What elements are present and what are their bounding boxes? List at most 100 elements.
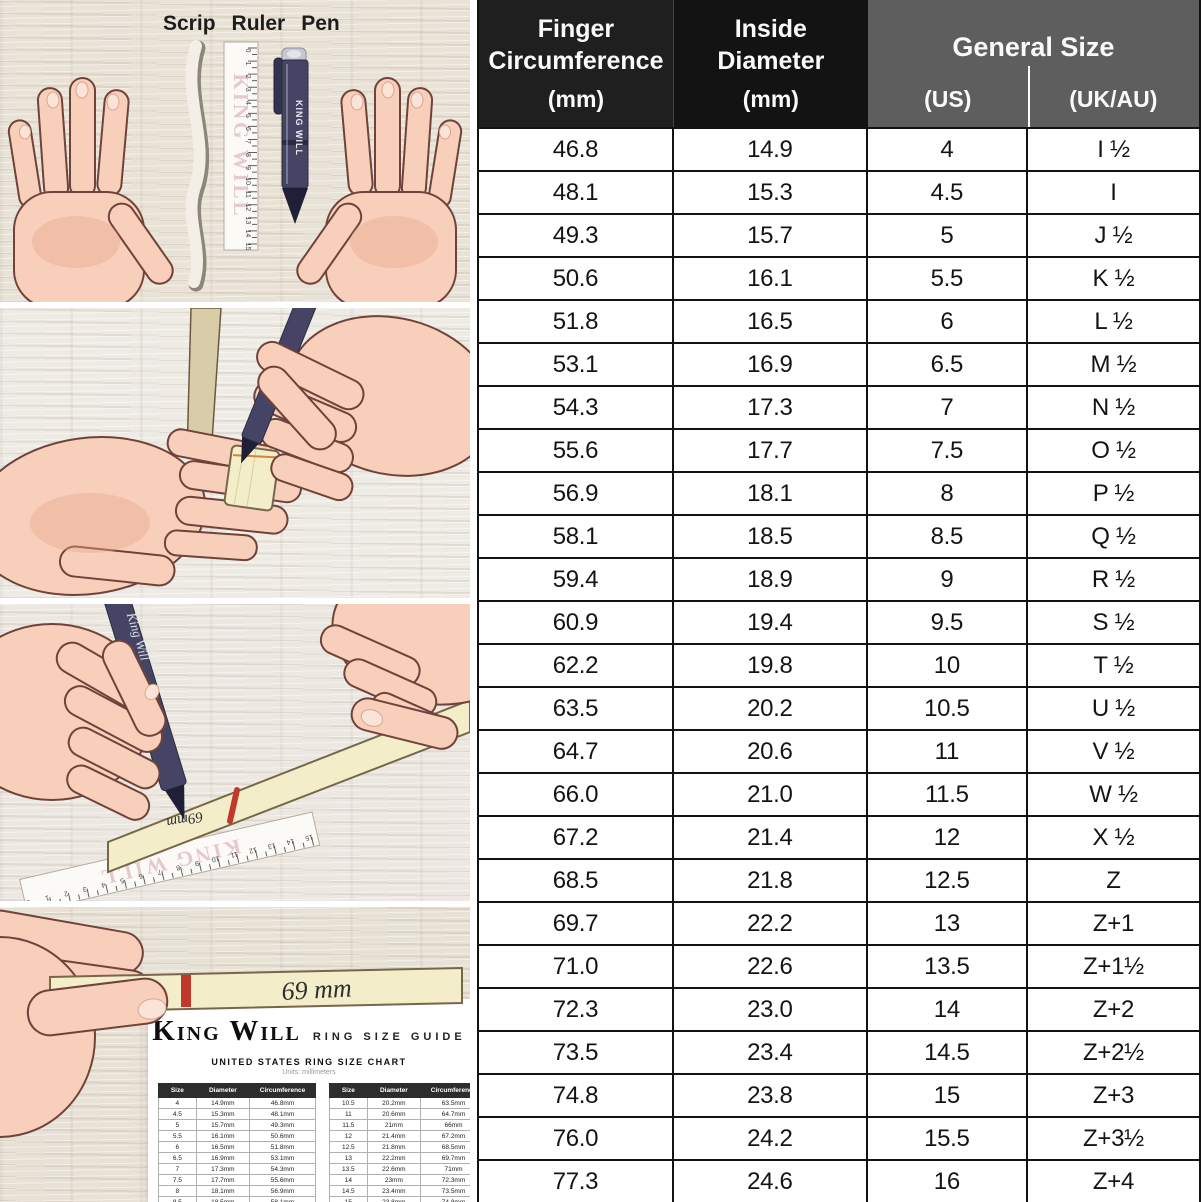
mini-row: 12.5 21.8mm 68.5mm (329, 1141, 470, 1153)
table-cell: Z+3½ (1083, 1124, 1144, 1152)
table-cell: 17.7 (674, 430, 868, 471)
ruler-number: 0 (244, 49, 251, 53)
table-cell: Z+2 (1092, 995, 1134, 1023)
table-cell: J ½ (1094, 221, 1133, 249)
label-scrip: Scrip (163, 12, 216, 35)
ruler-number: 12 (248, 845, 257, 854)
ruler-number: 2 (244, 75, 251, 79)
left-hand-illustration (7, 77, 174, 302)
ruler-number: 10 (244, 177, 251, 185)
strip-measurement-text: 69 mm (281, 973, 352, 1006)
panel-wrap-finger (0, 308, 470, 598)
table-cell: 5 (868, 215, 1028, 256)
table-cell: O ½ (1091, 436, 1136, 464)
table-cell: 18.1 (674, 473, 868, 514)
table-cell: 18.9 (674, 559, 868, 600)
table-cell: 12.5 (868, 860, 1028, 901)
table-row: 46.8 14.9 4 I ½ (479, 129, 1199, 172)
table-cell: 11 (868, 731, 1028, 772)
table-row: 64.7 20.6 11 V ½ (479, 731, 1199, 774)
table-row: 76.0 24.2 15.5 Z+3½ (479, 1118, 1199, 1161)
ruler-number: 13 (267, 841, 276, 850)
table-cell: 51.8 (479, 301, 674, 342)
table-cell: 17.3 (674, 387, 868, 428)
table-cell: Z+3 (1092, 1081, 1134, 1109)
table-cell: 13 (868, 903, 1028, 944)
table-cell: 8.5 (868, 516, 1028, 557)
table-row: 59.4 18.9 9 R ½ (479, 559, 1199, 602)
panel-result-card: King Will RING SIZE GUIDE UNITED STATES … (0, 907, 470, 1202)
card-subtitle: UNITED STATES RING SIZE CHART (211, 1057, 407, 1067)
table-cell: 63.5 (479, 688, 674, 729)
size-chart: Finger Circumference (mm) Inside Diamete… (477, 0, 1201, 1202)
table-cell: 7 (868, 387, 1028, 428)
table-cell: 7.5 (868, 430, 1028, 471)
ruler-number: 6 (138, 872, 143, 880)
ruler-number: 13 (244, 216, 251, 224)
table-cell: 55.6 (479, 430, 674, 471)
table-cell: Z+4 (1092, 1167, 1134, 1195)
table-row: 71.0 22.6 13.5 Z+1½ (479, 946, 1199, 989)
table-cell: 18.5 (674, 516, 868, 557)
panel-mark-strip: KING WILL 1514131211109876543210 69mm Ki… (0, 604, 470, 901)
pen-ring (282, 140, 308, 145)
table-cell: 14 (868, 989, 1028, 1030)
ruler-number: 7 (244, 140, 251, 144)
table-cell: 64.7 (479, 731, 674, 772)
table-row: 51.8 16.5 6 L ½ (479, 301, 1199, 344)
ruler-number: 2 (63, 889, 68, 897)
table-cell: 6.5 (868, 344, 1028, 385)
table-cell: 20.6 (674, 731, 868, 772)
table-cell: 71.0 (479, 946, 674, 987)
table-row: 54.3 17.3 7 N ½ (479, 387, 1199, 430)
ruler-number: 9 (244, 166, 251, 170)
panel-tools: Scrip Ruler Pen (0, 0, 470, 302)
table-cell: 21.4 (674, 817, 868, 858)
table-cell: X ½ (1092, 823, 1135, 851)
table-cell: 66.0 (479, 774, 674, 815)
table-cell: 10 (868, 645, 1028, 686)
ruler-number: 0 (26, 898, 31, 901)
table-cell: 16.9 (674, 344, 868, 385)
ruler-ticks (248, 47, 257, 245)
marking-hand-illustration (241, 308, 470, 502)
label-ruler: Ruler (231, 12, 286, 35)
table-row: 77.3 24.6 16 Z+4 (479, 1161, 1199, 1202)
table-cell: V ½ (1092, 737, 1135, 765)
header-inside-diameter: Inside Diameter (mm) (673, 0, 868, 127)
ruler-number: 12 (244, 203, 251, 211)
red-mark (227, 787, 240, 824)
table-cell: 20.2 (674, 688, 868, 729)
table-cell: 4 (868, 129, 1028, 170)
ruler-number: 11 (230, 850, 239, 858)
wrapped-band (223, 444, 281, 512)
table-cell: 11.5 (868, 774, 1028, 815)
mini-row: 4.5 15.3mm 48.1mm (158, 1108, 316, 1120)
table-cell: Q ½ (1091, 522, 1136, 550)
mini-row: 6.5 16.9mm 53.1mm (158, 1152, 316, 1164)
card-title: RING SIZE GUIDE (312, 1031, 466, 1043)
table-cell: 46.8 (479, 129, 674, 170)
ruler-number: 4 (244, 101, 251, 105)
table-cell: 68.5 (479, 860, 674, 901)
ruler-number: 11 (244, 191, 251, 198)
table-cell: 72.3 (479, 989, 674, 1030)
table-cell: 21.0 (674, 774, 868, 815)
table-row: 62.2 19.8 10 T ½ (479, 645, 1199, 688)
ruler-number: 15 (304, 833, 313, 842)
table-cell: 5.5 (868, 258, 1028, 299)
wrap-illustration (0, 308, 470, 596)
table-cell: 15 (868, 1075, 1028, 1116)
table-cell: 60.9 (479, 602, 674, 643)
mini-row: 13.5 22.6mm 71mm (329, 1163, 470, 1175)
table-cell: 14.5 (868, 1032, 1028, 1073)
paper-strip (185, 40, 210, 292)
table-cell: 23.0 (674, 989, 868, 1030)
ruler-number: 3 (244, 88, 251, 92)
card-units: Units: millimeters (282, 1069, 336, 1076)
mini-header: Circumference (249, 1083, 316, 1098)
ruler-number: 1 (44, 893, 49, 901)
table-row: 53.1 16.9 6.5 M ½ (479, 344, 1199, 387)
